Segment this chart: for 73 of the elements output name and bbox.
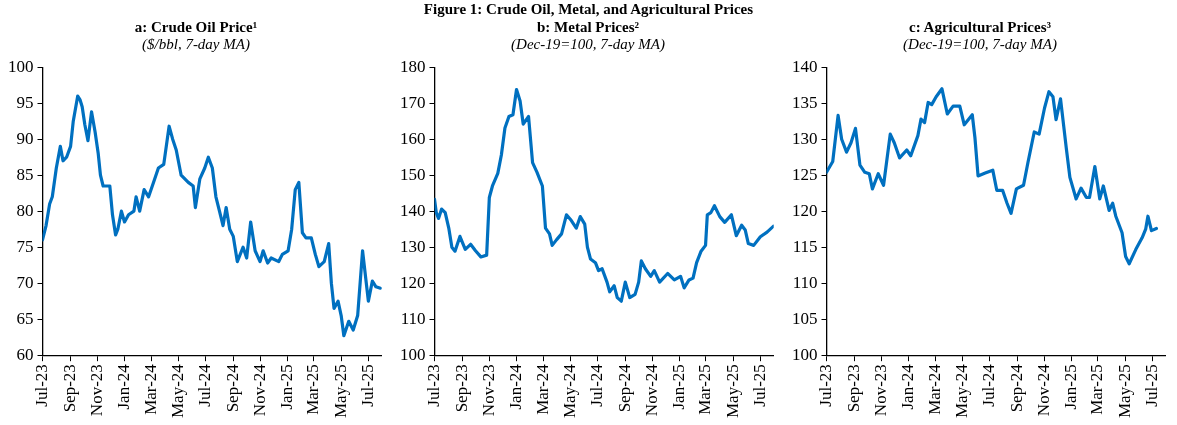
x-tick-label: Jan-25 <box>1061 364 1081 410</box>
x-tick-label: Sep-23 <box>451 364 471 413</box>
x-tick-label: May-24 <box>559 363 579 419</box>
x-tick-label: Sep-23 <box>843 364 863 413</box>
y-tick-label: 140 <box>400 200 426 220</box>
x-tick-label: Jul-24 <box>195 363 215 407</box>
x-tick-label: Jan-25 <box>669 364 689 410</box>
y-tick-label: 170 <box>400 92 426 112</box>
caption: Figure 1: Crude Oil, Metal, and Agricultural Prices <box>423 1 754 17</box>
x-tick-label: Nov-23 <box>870 364 890 417</box>
y-tick-label: 85 <box>16 164 34 184</box>
x-tick-label: Jul-24 <box>979 363 999 407</box>
y-tick-label: 120 <box>792 200 818 220</box>
x-tick-label: Jan-24 <box>505 363 525 410</box>
x-tick-label: May-25 <box>722 364 742 419</box>
x-tick-label: Jul-24 <box>587 363 607 407</box>
chart-subtitle: (Dec-19=100, 7-day MA) <box>510 36 666 53</box>
y-tick-label: 100 <box>8 56 34 76</box>
y-tick-label: 110 <box>792 272 818 292</box>
y-tick-label: 120 <box>400 272 426 292</box>
chart-title: a: Crude Oil Price¹ <box>133 19 259 36</box>
y-tick-label: 75 <box>16 236 34 256</box>
x-tick-label: Jul-25 <box>357 364 377 407</box>
y-tick-label: 130 <box>400 236 426 256</box>
y-tick-label: 100 <box>400 344 426 364</box>
x-tick-label: May-25 <box>330 364 350 419</box>
x-tick-label: Nov-24 <box>641 363 661 417</box>
x-tick-label: Jul-23 <box>423 364 443 407</box>
x-tick-label: Jul-23 <box>31 364 51 407</box>
x-tick-label: Nov-23 <box>478 364 498 417</box>
y-tick-label: 90 <box>16 128 34 148</box>
x-tick-label: May-24 <box>951 363 971 419</box>
y-tick-label: 60 <box>16 344 34 364</box>
x-tick-label: Sep-24 <box>1006 363 1026 413</box>
y-tick-label: 100 <box>792 344 818 364</box>
y-tick-label: 160 <box>400 128 426 148</box>
x-tick-label: Jan-24 <box>897 363 917 410</box>
x-tick-label: Nov-24 <box>249 363 269 417</box>
y-tick-label: 110 <box>400 308 426 328</box>
y-tick-label: 130 <box>792 128 818 148</box>
chart-subtitle: (Dec-19=100, 7-day MA) <box>902 36 1058 53</box>
x-tick-label: Nov-23 <box>86 364 106 417</box>
y-tick-label: 180 <box>400 56 426 76</box>
y-tick-label: 105 <box>792 308 818 328</box>
x-tick-label: Mar-24 <box>924 363 944 415</box>
y-tick-label: 70 <box>16 272 34 292</box>
chart-title: c: Agricultural Prices³ <box>908 19 1052 36</box>
y-tick-label: 65 <box>16 308 34 328</box>
x-tick-label: May-25 <box>1114 364 1134 419</box>
y-tick-label: 125 <box>792 164 818 184</box>
y-tick-label: 115 <box>792 236 818 256</box>
x-tick-label: Sep-24 <box>222 363 242 413</box>
x-tick-label: May-24 <box>167 363 187 419</box>
x-tick-label: Jan-24 <box>113 363 133 410</box>
x-tick-label: Mar-24 <box>532 363 552 415</box>
x-tick-label: Mar-25 <box>1087 364 1107 415</box>
x-tick-label: Sep-24 <box>614 363 634 413</box>
y-tick-label: 135 <box>792 92 818 112</box>
x-tick-label: Jan-25 <box>277 364 297 410</box>
x-tick-label: Nov-24 <box>1033 363 1053 417</box>
x-tick-label: Jul-23 <box>815 364 835 407</box>
y-tick-label: 95 <box>16 92 34 112</box>
x-tick-label: Mar-24 <box>140 363 160 415</box>
y-tick-label: 140 <box>792 56 818 76</box>
x-tick-label: Sep-23 <box>59 364 79 413</box>
x-tick-label: Jul-25 <box>749 364 769 407</box>
x-tick-label: Jul-25 <box>1141 364 1161 407</box>
chart-subtitle: ($/bbl, 7-day MA) <box>141 36 251 53</box>
y-tick-label: 80 <box>16 200 34 220</box>
y-tick-label: 150 <box>400 164 426 184</box>
x-tick-label: Mar-25 <box>695 364 715 415</box>
x-tick-label: Mar-25 <box>303 364 323 415</box>
chart-title: b: Metal Prices² <box>536 19 640 36</box>
